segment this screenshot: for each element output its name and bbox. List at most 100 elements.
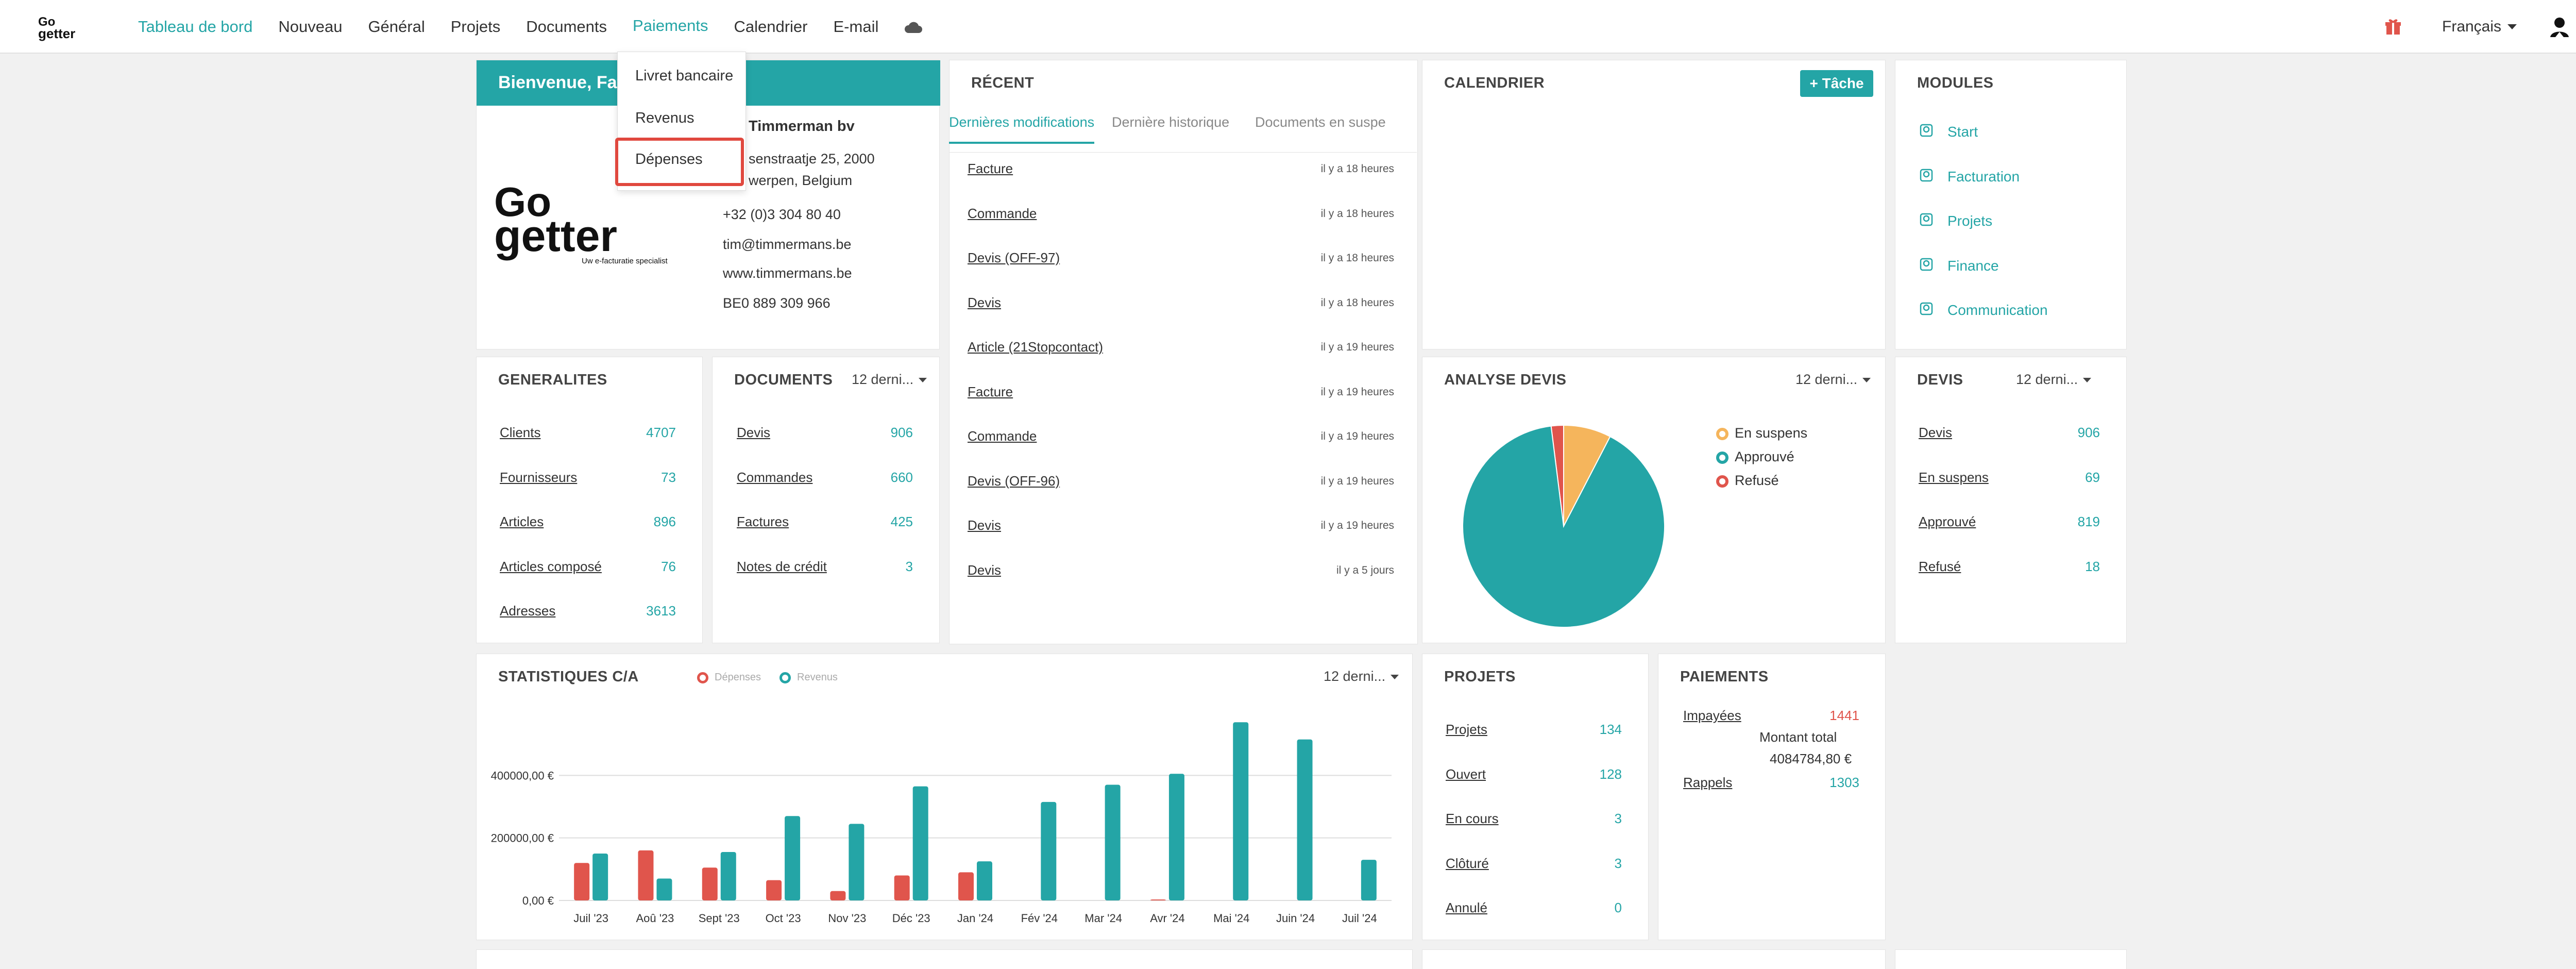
recent-item-link[interactable]: Devis (OFF-96): [968, 473, 1060, 489]
statistiques-title: STATISTIQUES C/A: [498, 669, 639, 685]
generalites-title: GENERALITES: [498, 372, 607, 388]
company-vat: BE0 889 309 966: [723, 295, 831, 311]
bar-revenus: [1233, 722, 1249, 900]
analyse-period-filter[interactable]: 12 derni...: [1795, 372, 1871, 388]
devis-row-value: 18: [2085, 558, 2100, 574]
generalites-row-link[interactable]: Clients: [500, 425, 541, 440]
projets-row-link[interactable]: Ouvert: [1446, 766, 1486, 782]
module-projets[interactable]: Projets: [1947, 213, 1993, 229]
pie-slice-en-suspens: [1563, 424, 1611, 527]
bar-revenus: [977, 861, 992, 900]
documents-row-value: 660: [890, 469, 913, 485]
tab-dernieres-modifications[interactable]: Dernières modifications: [949, 114, 1095, 144]
recent-item-link[interactable]: Commande: [968, 205, 1037, 221]
y-tick-label: 400000,00 €: [491, 769, 554, 782]
generalites-row-value: 4707: [646, 425, 676, 440]
nav-general[interactable]: Général: [368, 18, 425, 36]
documents-row-link[interactable]: Factures: [737, 514, 789, 529]
tab-documents-en-suspens[interactable]: Documents en suspe: [1255, 114, 1386, 130]
legend-label-en-suspens: En suspens: [1735, 425, 1808, 441]
recent-title: RÉCENT: [971, 75, 1035, 91]
recent-item-link[interactable]: Devis: [968, 294, 1002, 310]
bar-revenus: [912, 786, 928, 900]
gogetter-logo[interactable]: Go getter: [37, 12, 109, 41]
devis-row-value: 69: [2085, 469, 2100, 485]
module-finance[interactable]: Finance: [1947, 257, 1999, 274]
company-name: Timmerman bv: [749, 118, 855, 135]
rappels-value: 1303: [1829, 775, 1859, 790]
nav-projets[interactable]: Projets: [450, 18, 501, 36]
projets-row-link[interactable]: Annulé: [1446, 900, 1487, 915]
recent-item-link[interactable]: Facture: [968, 383, 1013, 399]
depenses-highlight-box: [615, 138, 744, 186]
devis-row-link[interactable]: Refusé: [1919, 558, 1961, 574]
documents-row-link[interactable]: Notes de crédit: [737, 558, 827, 574]
tab-derniere-historique[interactable]: Dernière historique: [1112, 114, 1230, 130]
y-tick-label: 200000,00 €: [491, 832, 554, 845]
svg-text:getter: getter: [38, 26, 75, 41]
stats-legend-revenus[interactable]: Revenus: [779, 672, 838, 683]
x-tick-label: Mai '24: [1213, 912, 1249, 925]
menu-item-livret-bancaire[interactable]: Livret bancaire: [635, 68, 734, 84]
projets-title: PROJETS: [1444, 669, 1516, 685]
recent-item-time: il y a 19 heures: [1320, 341, 1394, 353]
generalites-row-link[interactable]: Articles: [500, 514, 544, 529]
nav-documents[interactable]: Documents: [526, 18, 607, 36]
devis-period-filter[interactable]: 12 derni...: [2016, 372, 2091, 388]
stats-period-filter[interactable]: 12 derni...: [1324, 669, 1399, 684]
recent-item-link[interactable]: Commande: [968, 428, 1037, 444]
gift-icon[interactable]: [2384, 0, 2402, 54]
bottom-card-middle: [1422, 949, 1886, 969]
nav-email[interactable]: E-mail: [833, 18, 879, 36]
menu-item-revenus[interactable]: Revenus: [635, 110, 694, 126]
documents-title: DOCUMENTS: [734, 372, 833, 388]
devis-row-link[interactable]: En suspens: [1919, 469, 1989, 485]
statistiques-card: STATISTIQUES C/A Dépenses Revenus 12 der…: [476, 654, 1413, 940]
user-avatar-icon[interactable]: [2548, 0, 2571, 54]
recent-item-link[interactable]: Devis (OFF-97): [968, 250, 1060, 265]
module-start[interactable]: Start: [1947, 124, 1978, 140]
bar-revenus: [1361, 860, 1377, 900]
x-tick-label: Sept '23: [699, 912, 740, 925]
cloud-icon[interactable]: [904, 0, 923, 54]
generalites-row-link[interactable]: Fournisseurs: [500, 469, 578, 485]
bottom-card-right: [1895, 949, 2127, 969]
generalites-row-link[interactable]: Adresses: [500, 603, 556, 619]
language-select[interactable]: Français: [2442, 0, 2517, 54]
documents-period-filter[interactable]: 12 derni...: [852, 372, 927, 388]
generalites-card: GENERALITES: [476, 357, 703, 643]
recent-item-link[interactable]: Devis: [968, 562, 1002, 578]
rappels-link[interactable]: Rappels: [1683, 775, 1733, 790]
analyse-devis-title: ANALYSE DEVIS: [1444, 372, 1567, 388]
recent-item-link[interactable]: Devis: [968, 517, 1002, 533]
devis-row-link[interactable]: Approuvé: [1919, 514, 1976, 529]
nav-paiements[interactable]: Paiements: [633, 12, 708, 54]
projets-row-value: 0: [1614, 900, 1622, 915]
devis-row-link[interactable]: Devis: [1919, 425, 1953, 440]
documents-row-link[interactable]: Devis: [737, 425, 771, 440]
nav-tableau-de-bord[interactable]: Tableau de bord: [138, 18, 253, 36]
language-label: Français: [2442, 18, 2502, 35]
x-tick-label: Oct '23: [766, 912, 801, 925]
nav-nouveau[interactable]: Nouveau: [278, 18, 343, 36]
main-nav: Tableau de bord Nouveau Général Projets …: [138, 0, 923, 54]
calendar-title: CALENDRIER: [1444, 75, 1545, 91]
impayees-link[interactable]: Impayées: [1683, 708, 1741, 723]
nav-calendrier[interactable]: Calendrier: [734, 18, 808, 36]
stats-legend-depenses[interactable]: Dépenses: [697, 672, 761, 683]
recent-item-link[interactable]: Article (21Stopcontact): [968, 339, 1104, 355]
recent-item-link[interactable]: Facture: [968, 161, 1013, 176]
generalites-row-link[interactable]: Articles composé: [500, 558, 602, 574]
projets-row-link[interactable]: Clôturé: [1446, 855, 1489, 871]
menu-item-depenses[interactable]: Dépenses: [635, 151, 703, 168]
projets-row-link[interactable]: En cours: [1446, 811, 1499, 826]
projets-row-link[interactable]: Projets: [1446, 722, 1487, 737]
devis-title: DEVIS: [1917, 372, 1963, 388]
recent-item-time: il y a 18 heures: [1320, 207, 1394, 220]
add-task-button[interactable]: + Tâche: [1800, 70, 1873, 97]
legend-en-suspens: En suspens: [1716, 425, 1807, 441]
module-communication[interactable]: Communication: [1947, 302, 2048, 318]
recent-item-time: il y a 18 heures: [1320, 163, 1394, 175]
documents-row-link[interactable]: Commandes: [737, 469, 813, 485]
module-facturation[interactable]: Facturation: [1947, 168, 2020, 185]
